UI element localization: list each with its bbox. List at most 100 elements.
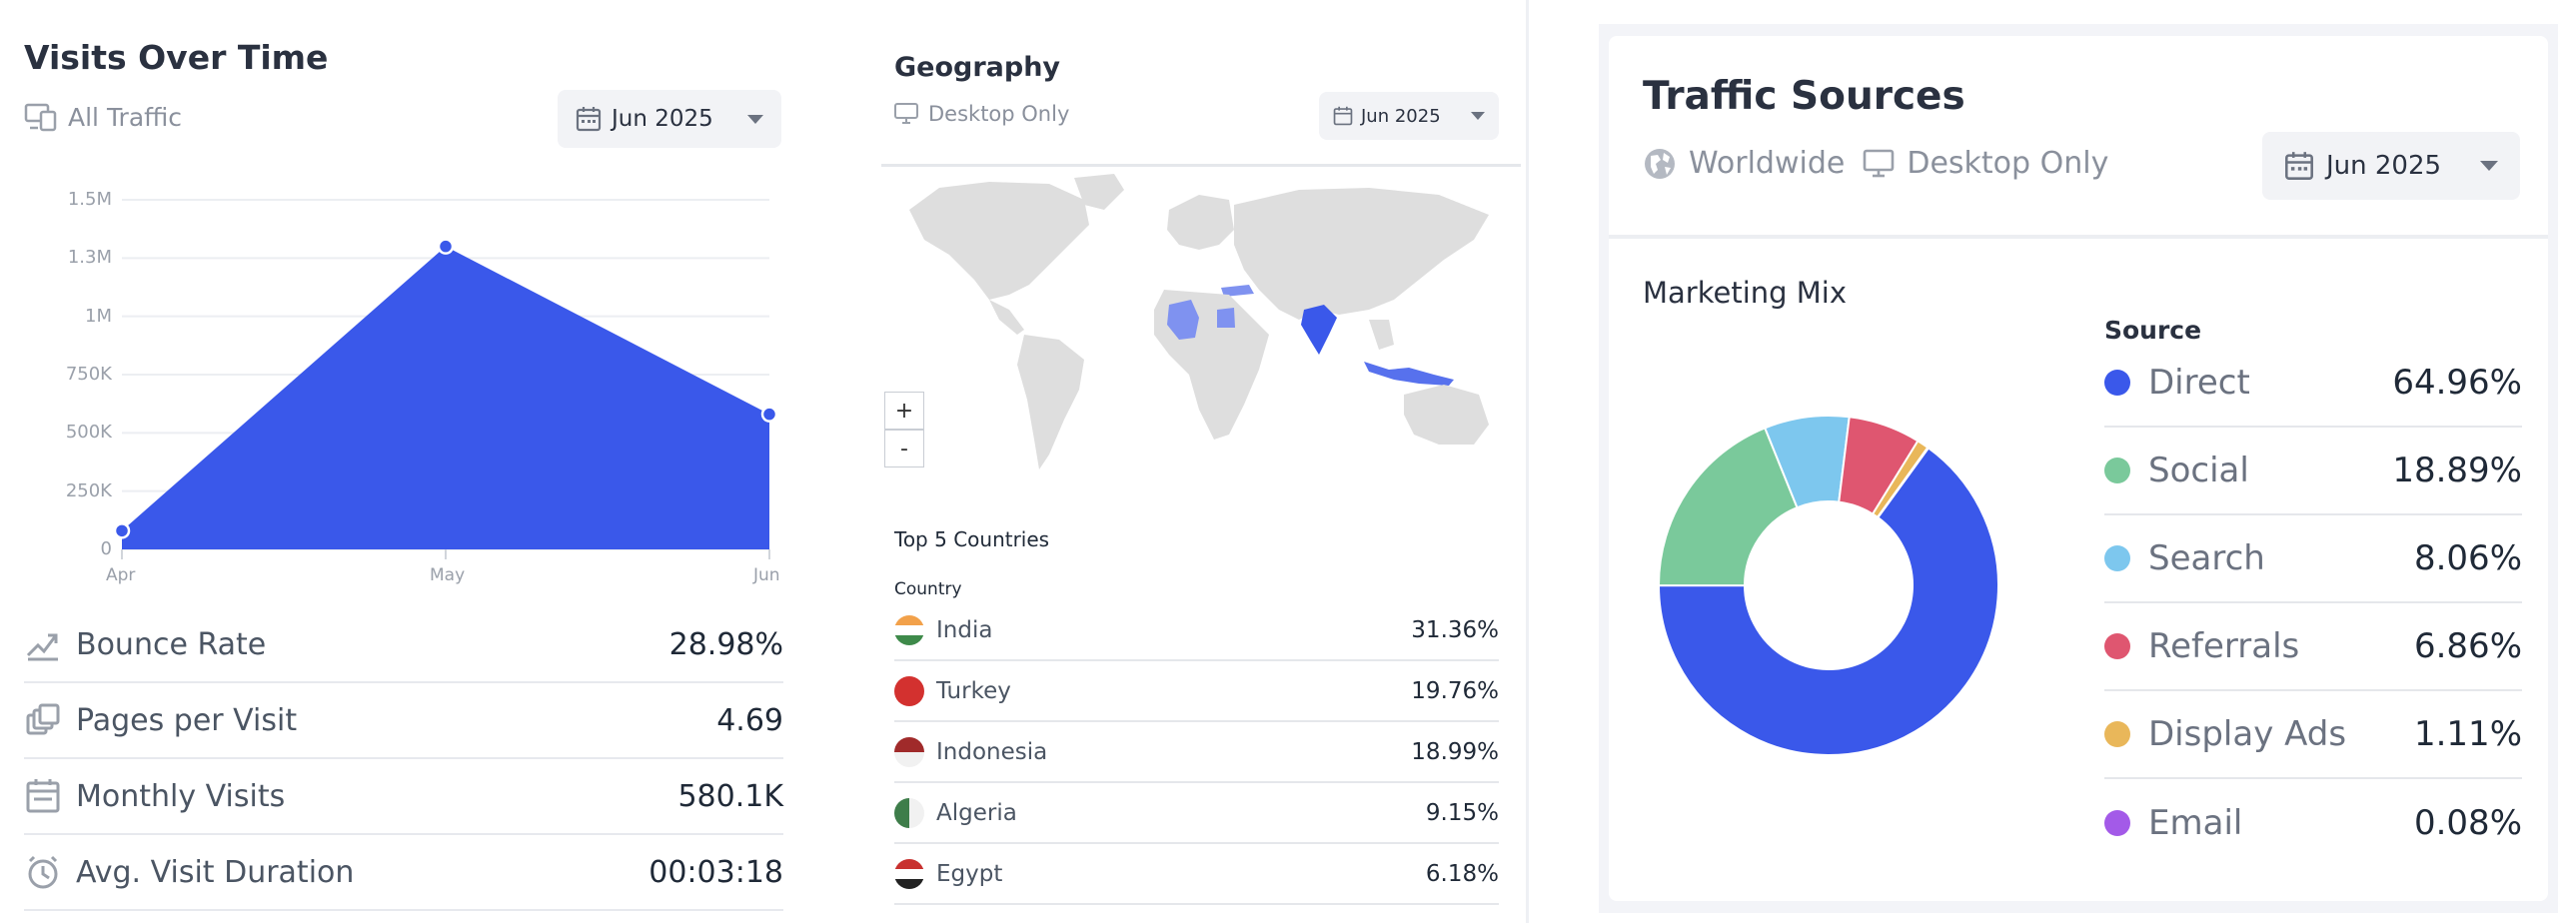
source-share: 18.89% xyxy=(2392,451,2522,490)
metric-value: 00:03:18 xyxy=(648,854,783,890)
country-share: 18.99% xyxy=(1411,738,1499,765)
source-share: 64.96% xyxy=(2392,363,2522,403)
source-share: 6.86% xyxy=(2413,626,2522,666)
source-name: Referrals xyxy=(2148,626,2300,666)
metric-label: Monthly Visits xyxy=(76,778,286,814)
trend-icon xyxy=(26,633,58,661)
calendar-icon xyxy=(576,107,602,132)
traffic-date-label: Jun 2025 xyxy=(2326,151,2442,181)
map-indonesia xyxy=(1364,362,1454,386)
donut-slice-social[interactable] xyxy=(1658,427,1799,587)
geography-date-label: Jun 2025 xyxy=(1361,105,1441,127)
country-share: 19.76% xyxy=(1411,677,1499,704)
metric-label: Avg. Visit Duration xyxy=(76,854,355,890)
y-tick-label: 750K xyxy=(65,364,112,385)
x-tick-label: Apr xyxy=(106,565,136,585)
country-row-india: India 31.36% xyxy=(894,600,1499,661)
world-map xyxy=(909,174,1489,469)
country-row-indonesia: Indonesia 18.99% xyxy=(894,722,1499,783)
indonesia-flag-icon xyxy=(894,736,924,767)
source-column-header: Source xyxy=(2104,316,2202,345)
chevron-down-icon xyxy=(2480,161,2498,171)
pages-icon xyxy=(26,703,60,735)
donut-slice-direct[interactable] xyxy=(1657,447,1999,756)
y-tick-label: 250K xyxy=(65,479,112,501)
desktop-icon xyxy=(894,103,918,124)
data-point-apr[interactable] xyxy=(113,522,131,539)
y-tick-label: 1.5M xyxy=(67,189,112,210)
legend-dot xyxy=(2104,633,2130,659)
visits-area-series xyxy=(122,246,769,549)
data-point-may[interactable] xyxy=(437,238,455,255)
country-name: Egypt xyxy=(936,860,1003,887)
map-asia xyxy=(1234,188,1489,320)
metric-value: 28.98% xyxy=(668,626,783,662)
divider xyxy=(881,164,1521,167)
chevron-down-icon xyxy=(747,114,763,124)
map-australia xyxy=(1404,385,1489,445)
country-name: Indonesia xyxy=(936,738,1048,765)
geography-title: Geography xyxy=(894,52,1061,83)
visits-title: Visits Over Time xyxy=(24,38,329,77)
country-name: India xyxy=(936,616,993,643)
map-se-asia xyxy=(1369,320,1394,350)
legend-dot xyxy=(2104,721,2130,747)
top-countries-title: Top 5 Countries xyxy=(894,527,1050,551)
geography-panel: Geography Desktop Only Jun 2025 xyxy=(879,0,1529,923)
source-share: 1.11% xyxy=(2413,714,2522,754)
devices-icon xyxy=(24,103,57,132)
map-north-america xyxy=(909,182,1089,300)
source-row-search: Search 8.06% xyxy=(2104,515,2522,603)
metric-avg-visit-duration: Avg. Visit Duration 00:03:18 xyxy=(24,835,783,911)
zoom-in-button[interactable]: + xyxy=(884,392,924,430)
metric-label: Pages per Visit xyxy=(76,702,298,738)
globe-icon xyxy=(1645,148,1675,179)
map-india xyxy=(1301,305,1337,355)
map-central-america xyxy=(989,300,1024,335)
country-share: 9.15% xyxy=(1425,799,1499,826)
y-tick-label: 1M xyxy=(85,305,112,327)
visits-area-chart xyxy=(113,199,778,559)
donut-slice-email[interactable] xyxy=(1876,446,1931,519)
marketing-mix-title: Marketing Mix xyxy=(1643,276,1847,310)
map-algeria xyxy=(1167,300,1199,340)
traffic-sources-panel: Traffic Sources Worldwide Desktop Only J… xyxy=(1609,36,2548,901)
country-name: Algeria xyxy=(936,799,1017,826)
map-europe xyxy=(1167,195,1234,250)
y-tick-label: 500K xyxy=(65,422,112,444)
desktop-only-filter: Desktop Only xyxy=(894,102,1069,126)
desktop-only-label: Desktop Only xyxy=(928,102,1070,126)
source-name: Search xyxy=(2148,538,2265,578)
metric-monthly-visits: Monthly Visits 580.1K xyxy=(24,759,783,835)
map-turkey xyxy=(1221,285,1254,297)
timer-icon xyxy=(28,855,58,889)
legend-dot xyxy=(2104,458,2130,483)
visits-date-dropdown[interactable]: Jun 2025 xyxy=(558,90,781,148)
source-name: Display Ads xyxy=(2148,714,2347,754)
data-point-jun[interactable] xyxy=(760,406,778,423)
desktop-icon xyxy=(1864,149,1895,177)
map-egypt xyxy=(1217,308,1235,328)
india-flag-icon xyxy=(894,614,924,645)
map-greenland xyxy=(1074,174,1124,210)
egypt-flag-icon xyxy=(894,858,924,889)
legend-dot xyxy=(2104,545,2130,571)
x-tick-label: Jun xyxy=(753,565,780,585)
traffic-date-dropdown[interactable]: Jun 2025 xyxy=(2262,132,2520,200)
geography-date-dropdown[interactable]: Jun 2025 xyxy=(1319,92,1499,140)
calendar-icon xyxy=(2285,152,2313,180)
metric-label: Bounce Rate xyxy=(76,626,267,662)
country-column-header: Country xyxy=(894,579,962,599)
y-tick-label: 0 xyxy=(100,538,112,559)
chevron-down-icon xyxy=(1471,112,1485,120)
legend-dot xyxy=(2104,370,2130,396)
traffic-sources-card-frame: Traffic Sources Worldwide Desktop Only J… xyxy=(1599,24,2558,913)
source-name: Social xyxy=(2148,451,2249,490)
worldwide-label: Worldwide xyxy=(1689,146,1846,181)
country-row-egypt: Egypt 6.18% xyxy=(894,844,1499,905)
visits-date-label: Jun 2025 xyxy=(612,106,713,132)
traffic-sources-title: Traffic Sources xyxy=(1643,74,1965,119)
metric-value: 580.1K xyxy=(677,778,783,814)
country-row-turkey: Turkey 19.76% xyxy=(894,661,1499,722)
zoom-out-button[interactable]: - xyxy=(884,430,924,467)
